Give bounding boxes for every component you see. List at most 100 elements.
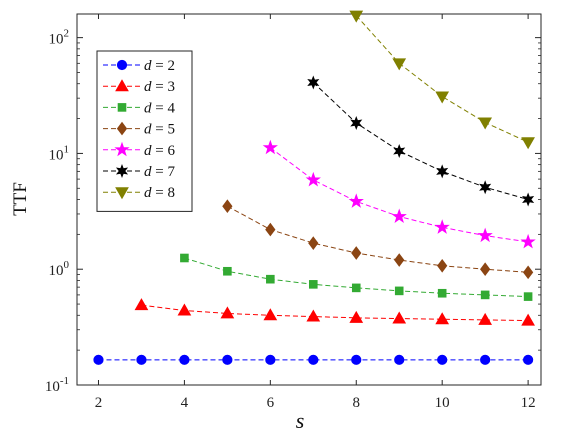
series-line: [184, 257, 529, 298]
data-point: [265, 222, 276, 237]
y-tick-label: 101: [49, 143, 70, 163]
legend-marker: [116, 121, 128, 136]
legend-marker: [115, 164, 129, 178]
legend-marker: [115, 79, 129, 92]
data-point: [308, 354, 319, 365]
data-point: [308, 280, 318, 289]
data-point: [522, 192, 535, 207]
data-point: [350, 116, 363, 131]
data-point: [392, 58, 407, 71]
legend-marker: [117, 103, 127, 112]
legend-item: d = 4: [103, 100, 175, 116]
data-point: [265, 354, 276, 365]
data-point: [521, 313, 535, 326]
data-point: [349, 310, 364, 323]
series-line: [227, 205, 529, 273]
x-tick-label: 12: [521, 395, 536, 411]
data-point: [308, 236, 319, 250]
data-point: [348, 193, 364, 208]
legend-item: d = 5: [103, 122, 175, 138]
data-point: [391, 208, 407, 224]
legend-item: d = 6: [103, 141, 175, 159]
series-5: [222, 199, 534, 280]
data-point: [478, 312, 493, 325]
data-point: [305, 171, 321, 187]
data-point: [179, 354, 190, 365]
data-point: [480, 262, 491, 277]
data-point: [220, 306, 235, 319]
data-point: [93, 354, 104, 365]
data-point: [480, 290, 490, 300]
data-point: [393, 143, 406, 158]
series-8: [349, 10, 535, 150]
data-point: [307, 75, 320, 90]
legend-label: d = 6: [144, 143, 175, 159]
x-tick-label: 10: [435, 395, 450, 411]
legend-label: d = 4: [144, 100, 175, 116]
x-tick-label: 2: [95, 395, 103, 411]
data-point: [262, 139, 278, 155]
data-point: [349, 10, 364, 23]
data-point: [394, 354, 405, 365]
series-7: [307, 75, 535, 207]
data-point: [351, 246, 362, 260]
data-point: [177, 303, 192, 316]
data-point: [480, 354, 491, 365]
legend-item: d = 7: [103, 164, 175, 180]
data-point: [351, 283, 361, 293]
data-point: [394, 253, 405, 267]
series-layer: [93, 10, 536, 365]
x-axis-label: s: [296, 408, 305, 433]
data-point: [479, 180, 492, 195]
legend-marker: [116, 59, 128, 71]
legend-label: d = 8: [144, 185, 175, 201]
data-point: [306, 309, 321, 322]
data-point: [223, 266, 232, 276]
data-point: [222, 199, 233, 214]
y-axis-label: TTF: [10, 182, 31, 216]
data-point: [180, 253, 189, 263]
legend-marker: [115, 187, 129, 200]
legend-label: d = 7: [144, 164, 175, 180]
series-line: [355, 15, 529, 143]
series-line: [312, 82, 529, 200]
data-point: [435, 91, 450, 104]
data-point: [437, 258, 448, 273]
data-point: [136, 354, 147, 365]
legend: d = 2 d = 3 d = 4 d = 5 d = 6 d = 7 d = 8: [96, 50, 193, 212]
legend-label: d = 3: [144, 79, 175, 95]
data-point: [522, 265, 534, 280]
data-point: [521, 137, 535, 150]
data-point: [394, 286, 404, 296]
y-tick-label: 102: [49, 28, 70, 48]
data-point: [351, 354, 362, 365]
data-point: [437, 354, 448, 365]
data-point: [523, 354, 534, 365]
data-point: [434, 219, 450, 234]
x-tick-label: 6: [267, 395, 275, 411]
data-point: [266, 274, 275, 284]
y-tick-label: 10-1: [45, 375, 69, 395]
data-point: [392, 311, 407, 324]
series-3: [134, 298, 535, 326]
legend-label: d = 2: [144, 58, 175, 74]
data-point: [134, 298, 149, 311]
data-point: [435, 312, 450, 325]
data-point: [477, 227, 493, 243]
series-line: [141, 304, 529, 322]
legend-item: d = 3: [103, 79, 175, 95]
data-point: [263, 308, 278, 321]
legend-label: d = 5: [144, 122, 175, 138]
data-point: [222, 354, 233, 365]
data-point: [437, 288, 447, 298]
legend-item: d = 2: [103, 58, 175, 74]
legend-item: d = 8: [103, 185, 175, 201]
data-point: [523, 292, 533, 301]
x-tick-label: 4: [181, 395, 189, 411]
legend-box: [96, 50, 193, 212]
data-point: [436, 164, 449, 179]
x-tick-label: 8: [353, 395, 361, 411]
data-point: [478, 117, 493, 130]
legend-marker: [114, 141, 130, 157]
